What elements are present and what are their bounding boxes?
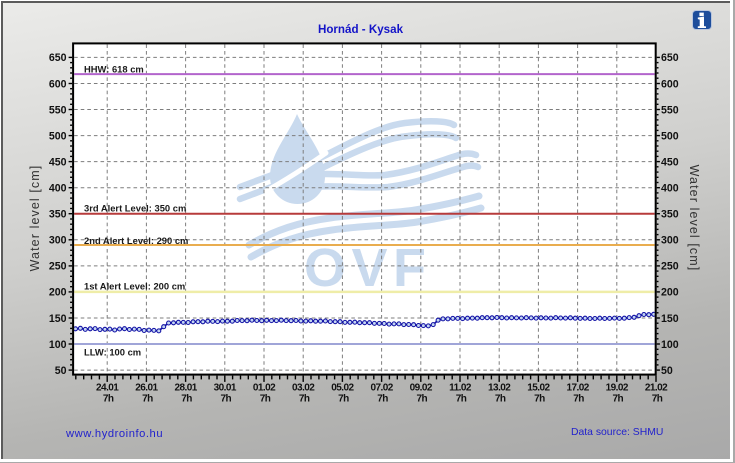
svg-text:24.01: 24.01	[96, 383, 119, 394]
svg-text:7h: 7h	[338, 394, 349, 405]
svg-text:28.01: 28.01	[174, 383, 197, 394]
svg-text:200: 200	[49, 287, 67, 299]
svg-text:7h: 7h	[417, 394, 428, 405]
svg-text:7h: 7h	[534, 394, 545, 405]
svg-text:200: 200	[661, 287, 679, 299]
svg-text:250: 250	[49, 261, 67, 273]
svg-text:600: 600	[661, 78, 679, 90]
svg-text:600: 600	[49, 78, 67, 90]
svg-text:350: 350	[49, 209, 67, 221]
svg-text:550: 550	[661, 104, 679, 116]
svg-text:7h: 7h	[652, 394, 663, 405]
svg-text:07.02: 07.02	[370, 383, 393, 394]
svg-text:550: 550	[49, 104, 67, 116]
svg-text:7h: 7h	[613, 394, 624, 405]
svg-text:350: 350	[661, 209, 679, 221]
svg-text:400: 400	[661, 183, 679, 195]
svg-text:500: 500	[661, 130, 679, 142]
svg-text:50: 50	[661, 365, 673, 377]
svg-text:300: 300	[661, 235, 679, 247]
svg-text:100: 100	[49, 339, 67, 351]
svg-text:7h: 7h	[456, 394, 467, 405]
svg-text:7h: 7h	[260, 394, 271, 405]
svg-text:450: 450	[661, 156, 679, 168]
svg-text:250: 250	[661, 261, 679, 273]
svg-text:2nd Alert Level: 290 cm: 2nd Alert Level: 290 cm	[84, 235, 188, 246]
svg-text:400: 400	[49, 183, 67, 195]
svg-text:LLW: 100 cm: LLW: 100 cm	[84, 347, 141, 358]
svg-text:300: 300	[49, 235, 67, 247]
svg-text:19.02: 19.02	[606, 383, 629, 394]
svg-text:450: 450	[49, 156, 67, 168]
svg-text:650: 650	[661, 52, 679, 64]
svg-text:7h: 7h	[495, 394, 506, 405]
svg-text:150: 150	[49, 313, 67, 325]
svg-text:7h: 7h	[142, 394, 153, 405]
svg-text:05.02: 05.02	[331, 383, 354, 394]
svg-text:13.02: 13.02	[488, 383, 511, 394]
svg-text:HHW: 618 cm: HHW: 618 cm	[84, 64, 144, 75]
svg-text:100: 100	[661, 339, 679, 351]
svg-text:3rd Alert Level: 350 cm: 3rd Alert Level: 350 cm	[84, 203, 186, 214]
svg-text:01.02: 01.02	[253, 383, 276, 394]
svg-text:03.02: 03.02	[292, 383, 315, 394]
svg-text:30.01: 30.01	[214, 383, 237, 394]
svg-text:26.01: 26.01	[135, 383, 158, 394]
svg-text:7h: 7h	[181, 394, 192, 405]
svg-text:50: 50	[55, 365, 67, 377]
svg-text:500: 500	[49, 130, 67, 142]
svg-text:150: 150	[661, 313, 679, 325]
svg-text:1st Alert Level: 200 cm: 1st Alert Level: 200 cm	[84, 281, 185, 292]
svg-text:15.02: 15.02	[527, 383, 550, 394]
svg-text:7h: 7h	[221, 394, 232, 405]
svg-text:OVF: OVF	[304, 238, 432, 298]
svg-text:11.02: 11.02	[449, 383, 472, 394]
svg-text:7h: 7h	[299, 394, 310, 405]
svg-text:17.02: 17.02	[566, 383, 589, 394]
svg-text:7h: 7h	[573, 394, 584, 405]
svg-text:7h: 7h	[377, 394, 388, 405]
svg-text:7h: 7h	[103, 394, 114, 405]
svg-text:09.02: 09.02	[410, 383, 433, 394]
svg-text:21.02: 21.02	[645, 383, 668, 394]
svg-text:650: 650	[49, 52, 67, 64]
